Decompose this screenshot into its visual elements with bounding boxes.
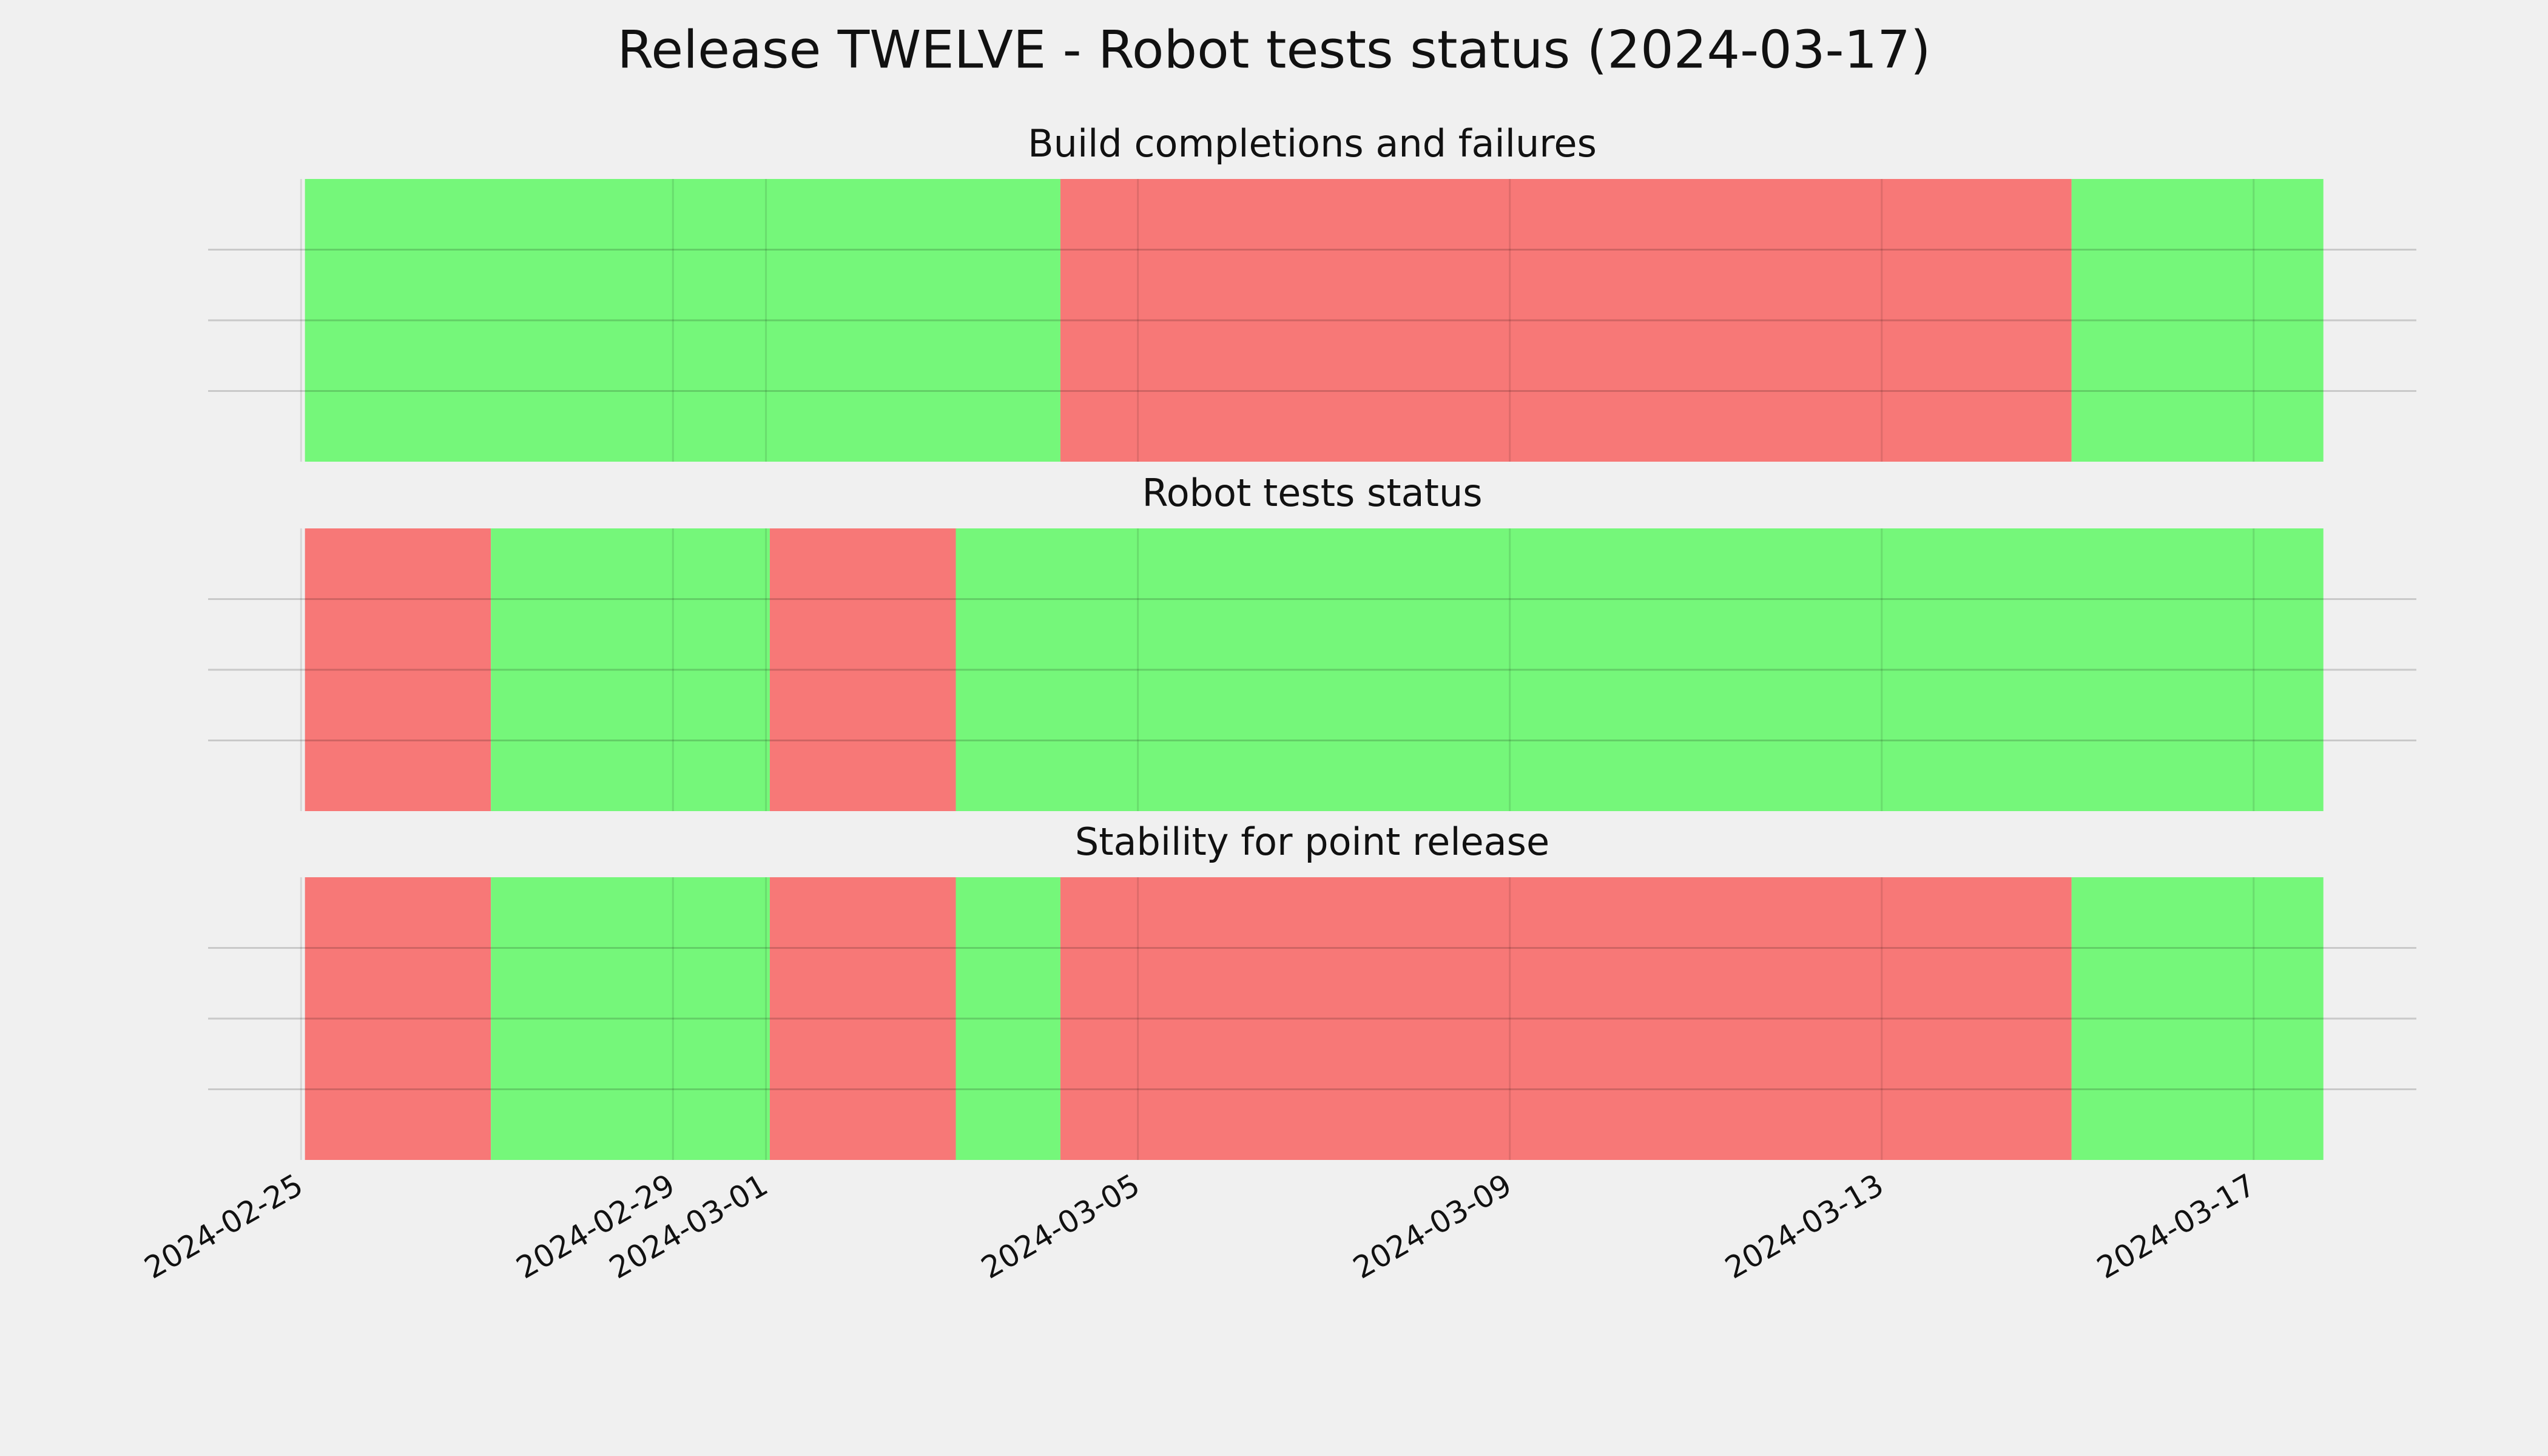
status-span [769, 528, 956, 811]
status-span [956, 877, 1060, 1160]
status-span [769, 877, 956, 1160]
panel-title: Build completions and failures [1028, 121, 1597, 166]
status-span [305, 877, 491, 1160]
status-span [305, 179, 1060, 462]
x-tick-label: 2024-03-09 [1347, 1167, 1518, 1286]
chart-title: Release TWELVE - Robot tests status (202… [617, 19, 1930, 80]
status-span [2071, 179, 2324, 462]
panel-title: Stability for point release [1075, 820, 1549, 864]
status-span [491, 877, 770, 1160]
x-tick-label: 2024-03-17 [2091, 1167, 2262, 1286]
panel-title: Robot tests status [1142, 471, 1482, 515]
status-span [491, 528, 770, 811]
x-tick-label: 2024-02-25 [138, 1167, 309, 1286]
status-span [305, 528, 491, 811]
status-span [1060, 179, 2072, 462]
status-span [2071, 877, 2324, 1160]
x-tick-label: 2024-03-13 [1719, 1167, 1890, 1286]
status-span [1060, 877, 2072, 1160]
status-span [956, 528, 2324, 811]
x-tick-label: 2024-03-05 [976, 1167, 1146, 1286]
